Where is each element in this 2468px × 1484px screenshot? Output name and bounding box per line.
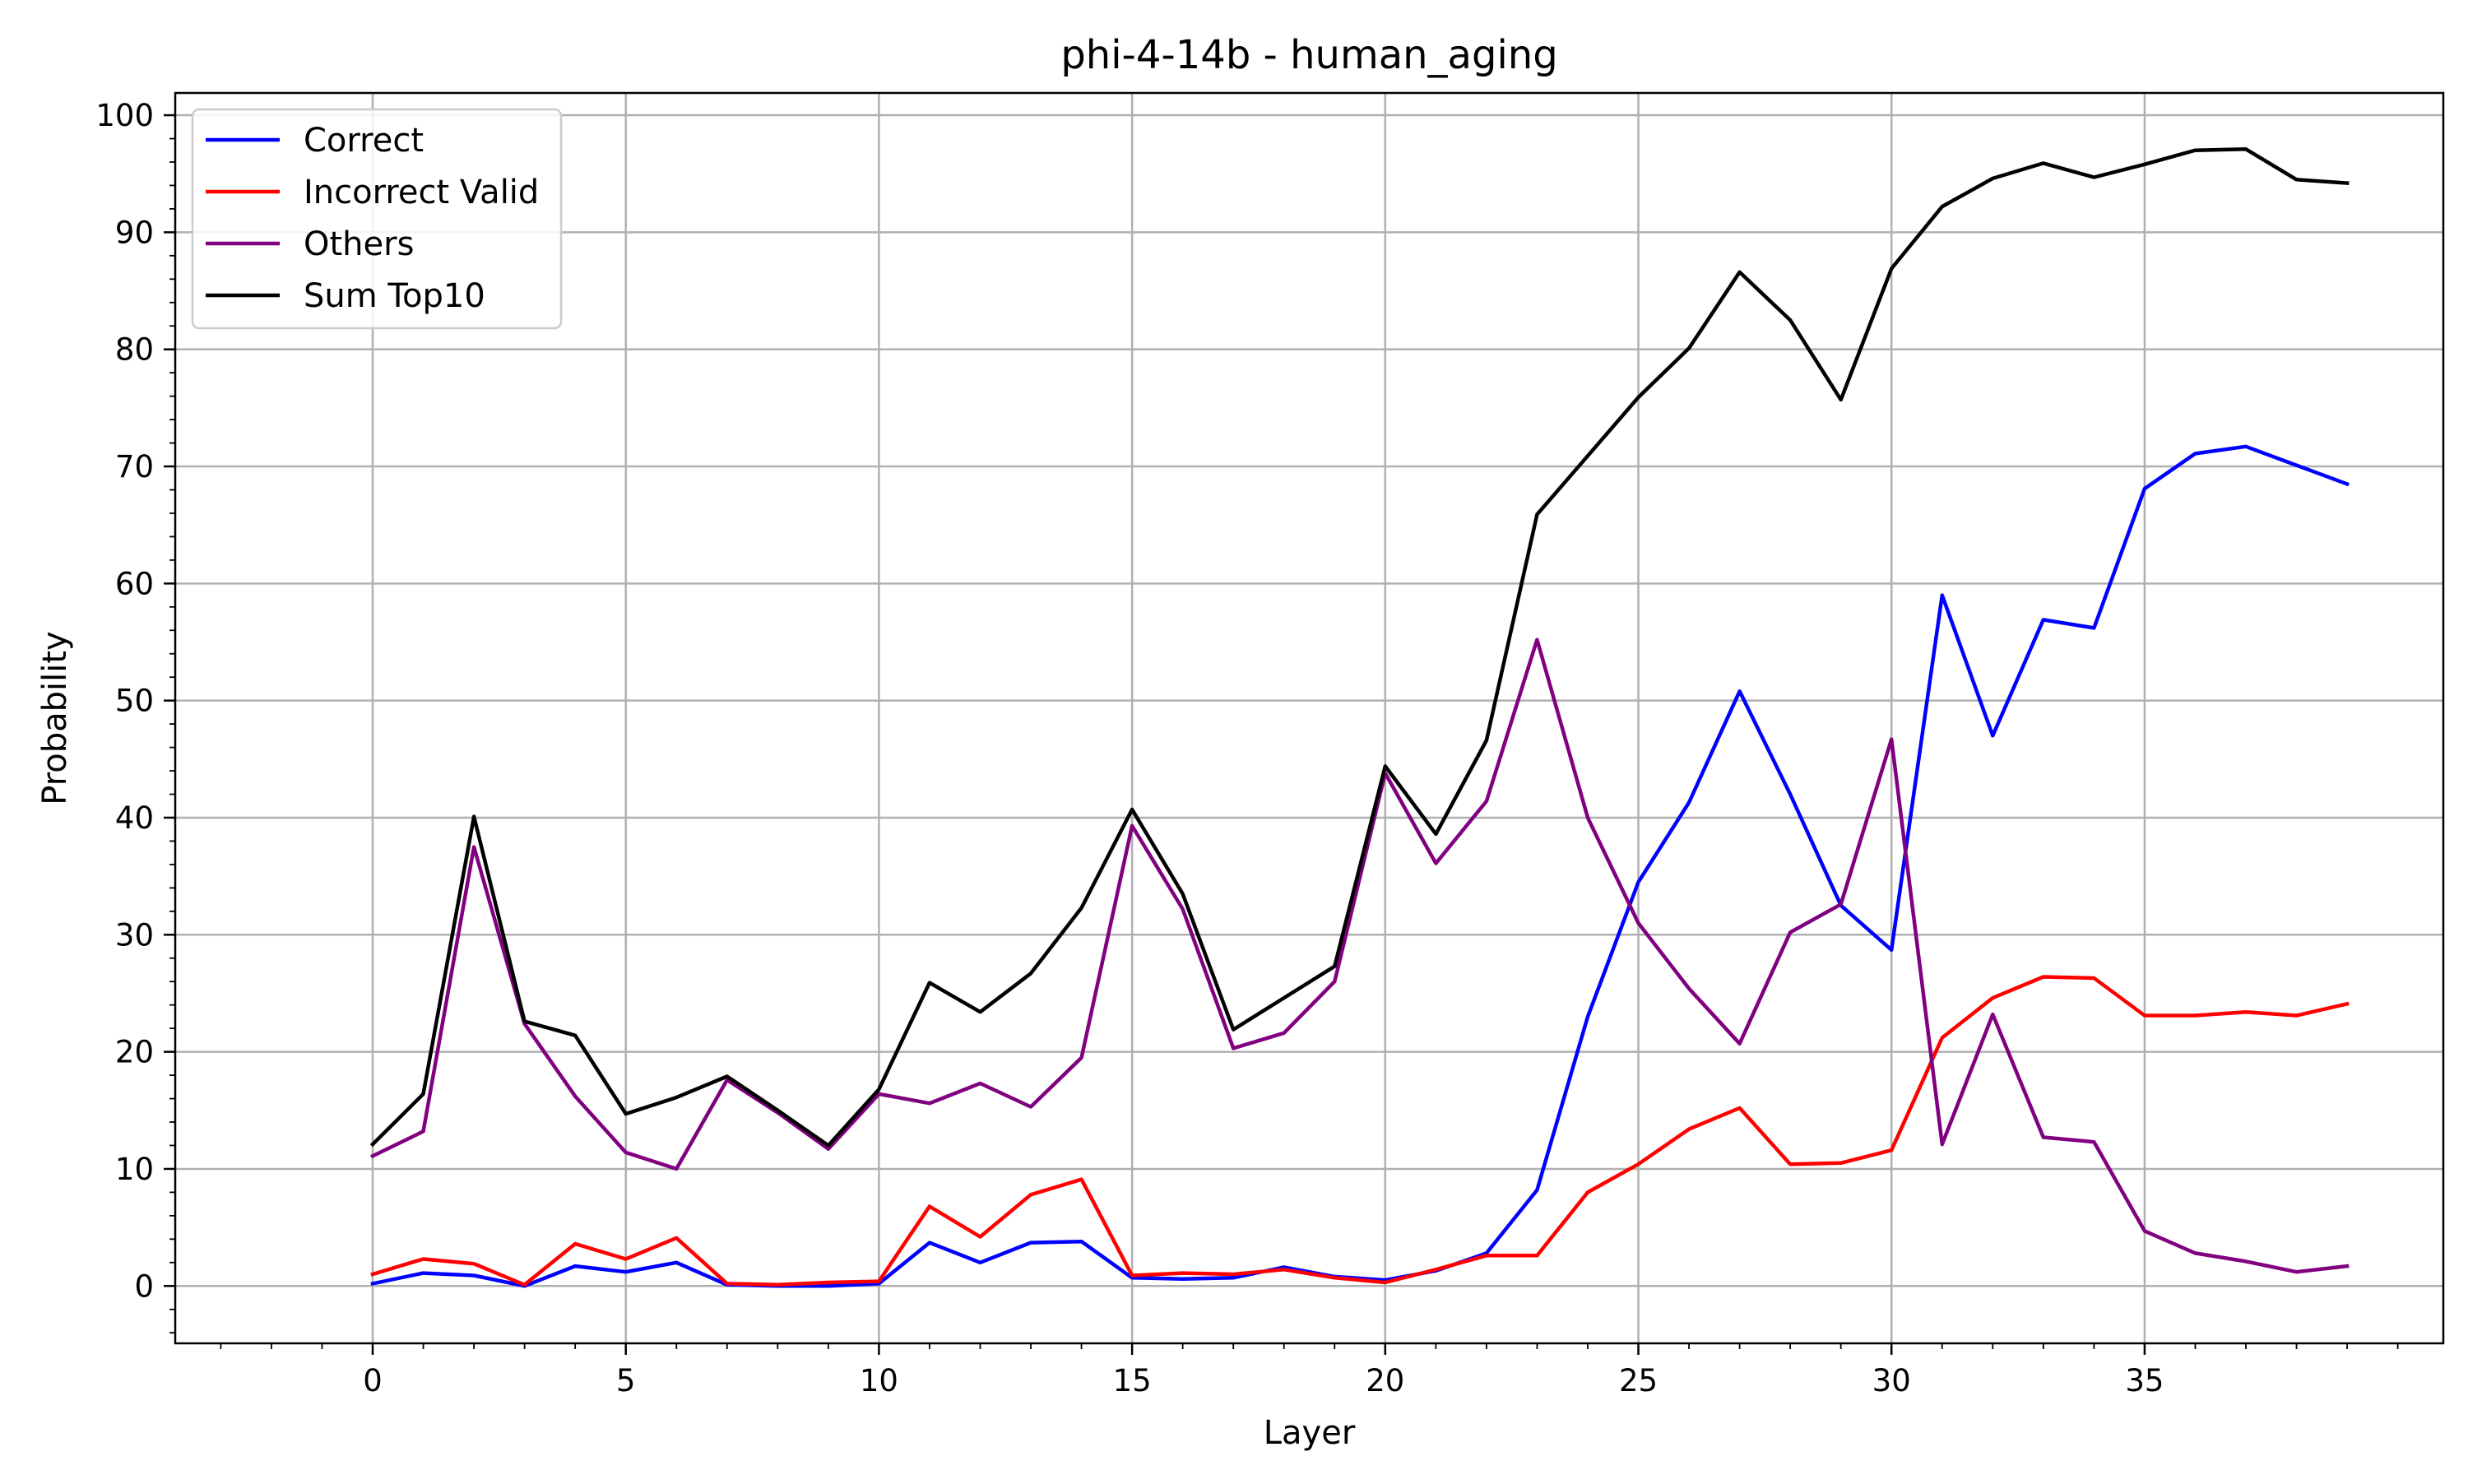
y-axis-label: Probability bbox=[36, 631, 74, 805]
x-tick-label: 35 bbox=[2125, 1363, 2164, 1398]
y-tick-label: 70 bbox=[115, 449, 154, 485]
series-line-sum-top10 bbox=[369, 147, 2350, 1148]
y-tick-label: 10 bbox=[115, 1152, 154, 1187]
y-tick-label: 20 bbox=[115, 1035, 154, 1070]
plot-frame bbox=[174, 91, 2445, 1345]
y-tick-label: 0 bbox=[134, 1268, 154, 1304]
series-line-others bbox=[369, 638, 2350, 1274]
y-tick-label: 40 bbox=[115, 800, 154, 836]
y-tick-label: 50 bbox=[115, 684, 154, 719]
legend-label-others: Others bbox=[304, 225, 414, 263]
chart-title: phi-4-14b - human_aging bbox=[1060, 32, 1557, 78]
x-tick-label: 0 bbox=[363, 1363, 383, 1398]
series-line-incorrect-valid bbox=[370, 975, 2350, 1287]
axis-ticks: 0 5 10 15 20 25 30 35 0 10 20 30 40 50 60 70 80 90 100 bbox=[95, 98, 2399, 1398]
y-tick-label: 30 bbox=[115, 917, 154, 953]
legend-label-incorrect-valid: Incorrect Valid bbox=[304, 174, 539, 211]
y-tick-label: 90 bbox=[115, 215, 154, 250]
x-tick-label: 30 bbox=[1872, 1363, 1911, 1398]
y-tick-label: 60 bbox=[115, 566, 154, 601]
y-tick-label: 80 bbox=[115, 332, 154, 368]
y-tick-label: 100 bbox=[95, 98, 154, 133]
x-axis-label: Layer bbox=[1264, 1414, 1356, 1452]
x-tick-label: 15 bbox=[1113, 1363, 1152, 1398]
x-tick-label: 10 bbox=[860, 1363, 898, 1398]
legend-label-correct: Correct bbox=[304, 122, 424, 160]
legend-box bbox=[191, 108, 563, 330]
legend: Correct Incorrect Valid Others Sum Top10 bbox=[191, 108, 563, 330]
legend-label-sum-top10: Sum Top10 bbox=[304, 277, 485, 315]
series-lines bbox=[369, 147, 2350, 1288]
x-tick-label: 25 bbox=[1619, 1363, 1658, 1398]
grid bbox=[175, 93, 2443, 1343]
x-tick-label: 20 bbox=[1366, 1363, 1404, 1398]
x-tick-label: 5 bbox=[616, 1363, 636, 1398]
